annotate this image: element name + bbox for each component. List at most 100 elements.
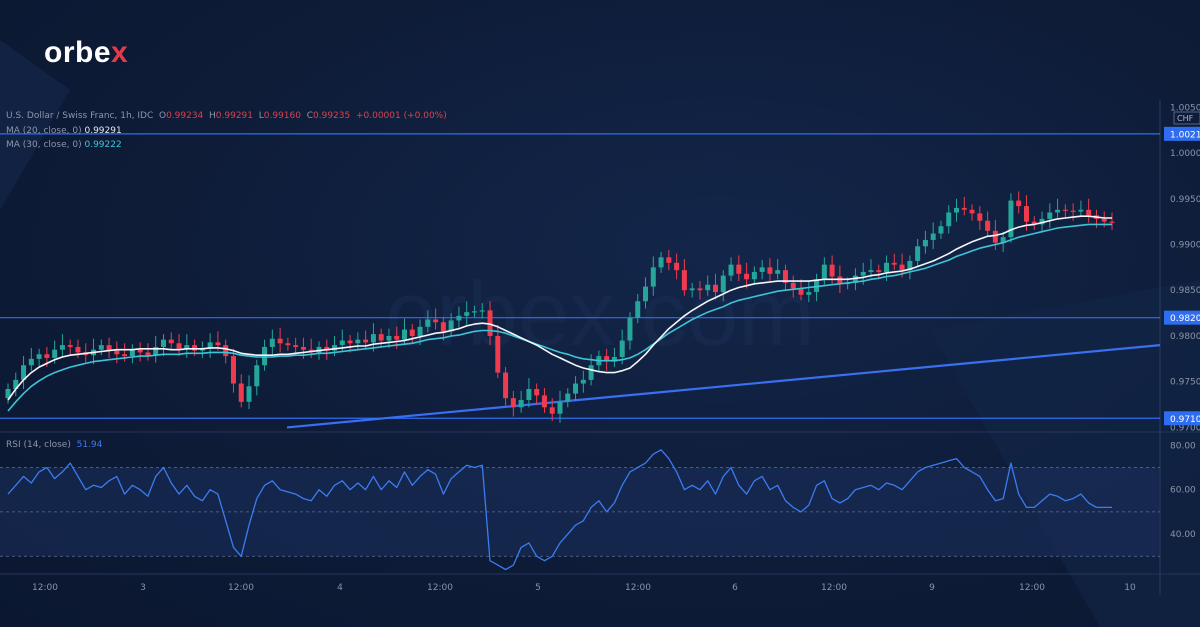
candle-body — [355, 339, 361, 344]
candle-body — [293, 345, 299, 347]
candle-body — [915, 246, 921, 261]
candle-body — [946, 212, 952, 227]
candle-body — [440, 322, 446, 332]
candle-body — [52, 349, 58, 358]
ma20-line — [7, 215, 1112, 401]
level-price-label: 0.9710 — [1170, 415, 1200, 425]
candle-body — [852, 275, 858, 283]
candle-body — [1062, 209, 1068, 211]
candle-body — [21, 365, 27, 380]
candle-body — [922, 239, 928, 247]
candle-body — [611, 357, 617, 362]
candle-body — [744, 273, 750, 280]
candle-body — [192, 345, 198, 351]
candle-body — [930, 233, 936, 240]
time-tick-label: 4 — [337, 583, 343, 593]
candle-body — [798, 288, 804, 295]
candle-body — [75, 346, 81, 353]
candle-body — [829, 264, 835, 277]
candle-body — [1016, 200, 1022, 207]
candle-body — [44, 354, 50, 358]
candle-body — [643, 286, 649, 302]
candle-body — [666, 257, 672, 263]
candle-body — [899, 264, 905, 271]
candle-body — [503, 372, 509, 399]
candle-body — [277, 338, 283, 344]
candle-body — [627, 317, 633, 341]
price-tick-label: 1.0000 — [1170, 149, 1200, 159]
candle-body — [884, 262, 890, 272]
ma30-label: MA (30, close, 0) — [6, 140, 82, 150]
candle-body — [269, 338, 275, 347]
ma30-line: MA (30, close, 0) 0.99222 — [6, 138, 447, 153]
candle-body — [1023, 206, 1029, 222]
time-tick-label: 9 — [929, 583, 935, 593]
legend-panel: U.S. Dollar / Swiss Franc, 1h, IDC O0.99… — [6, 109, 447, 153]
candle-body — [650, 267, 656, 287]
low-value: 0.99160 — [263, 111, 301, 121]
candle-body — [876, 270, 882, 272]
candle-body — [580, 379, 586, 384]
candle-body — [448, 320, 454, 332]
candle-body — [67, 345, 73, 347]
candle-body — [402, 329, 408, 340]
candle-body — [549, 407, 555, 414]
candle-body — [230, 356, 236, 384]
candle-body — [573, 383, 579, 394]
rsi-tick-label: 60.00 — [1170, 486, 1196, 496]
candle-body — [1055, 209, 1061, 213]
rsi-value: 51.94 — [76, 440, 103, 450]
candle-body — [378, 334, 384, 341]
candle-body — [347, 340, 353, 344]
price-tick-label: 0.9950 — [1170, 195, 1200, 205]
candle-body — [153, 346, 159, 356]
candle-body — [728, 264, 734, 276]
watermark: orbex.com — [385, 263, 815, 365]
high-label: H — [209, 111, 216, 121]
candle-body — [98, 345, 104, 350]
level-price-label: 1.0021 — [1170, 130, 1200, 140]
candle-body — [122, 354, 128, 357]
candle-body — [705, 284, 711, 291]
time-tick-label: 12:00 — [427, 583, 453, 593]
candle-body — [775, 270, 781, 274]
candle-body — [557, 401, 563, 414]
candle-body — [534, 389, 540, 396]
candle-body — [1039, 218, 1045, 225]
candle-body — [487, 310, 493, 336]
candle-body — [207, 342, 213, 349]
rsi-tick-label: 80.00 — [1170, 441, 1196, 451]
candle-body — [814, 279, 820, 293]
candle-body — [114, 350, 120, 355]
candle-body — [510, 398, 516, 408]
candle-body — [860, 271, 866, 276]
candle-body — [674, 262, 680, 271]
change-value: +0.00001 (+0.00%) — [355, 111, 447, 121]
candle-body — [160, 339, 166, 347]
price-tick-label: 0.9850 — [1170, 286, 1200, 296]
ma20-line: MA (20, close, 0) 0.99291 — [6, 124, 447, 139]
candle-body — [13, 379, 19, 390]
candle-body — [658, 257, 664, 268]
logo-x: x — [111, 36, 129, 69]
candle-body — [129, 349, 135, 357]
candle-body — [969, 209, 975, 214]
candle-body — [518, 399, 524, 408]
candle-body — [168, 339, 174, 344]
candle-body — [541, 395, 547, 408]
candle-body — [588, 365, 594, 380]
candle-body — [495, 335, 501, 373]
close-label: C — [306, 111, 314, 121]
candle-body — [938, 226, 944, 234]
level-price-tag — [1164, 126, 1200, 141]
time-tick-label: 12:00 — [821, 583, 847, 593]
high-value: 0.99291 — [215, 111, 254, 121]
candle-body — [837, 276, 843, 284]
rsi-tick-label: 40.00 — [1170, 530, 1196, 540]
candle-body — [985, 220, 991, 231]
candle-body — [36, 354, 42, 359]
candle-body — [370, 334, 376, 343]
candle-body — [790, 282, 796, 289]
candle-body — [961, 207, 967, 210]
candle-body — [300, 346, 306, 350]
